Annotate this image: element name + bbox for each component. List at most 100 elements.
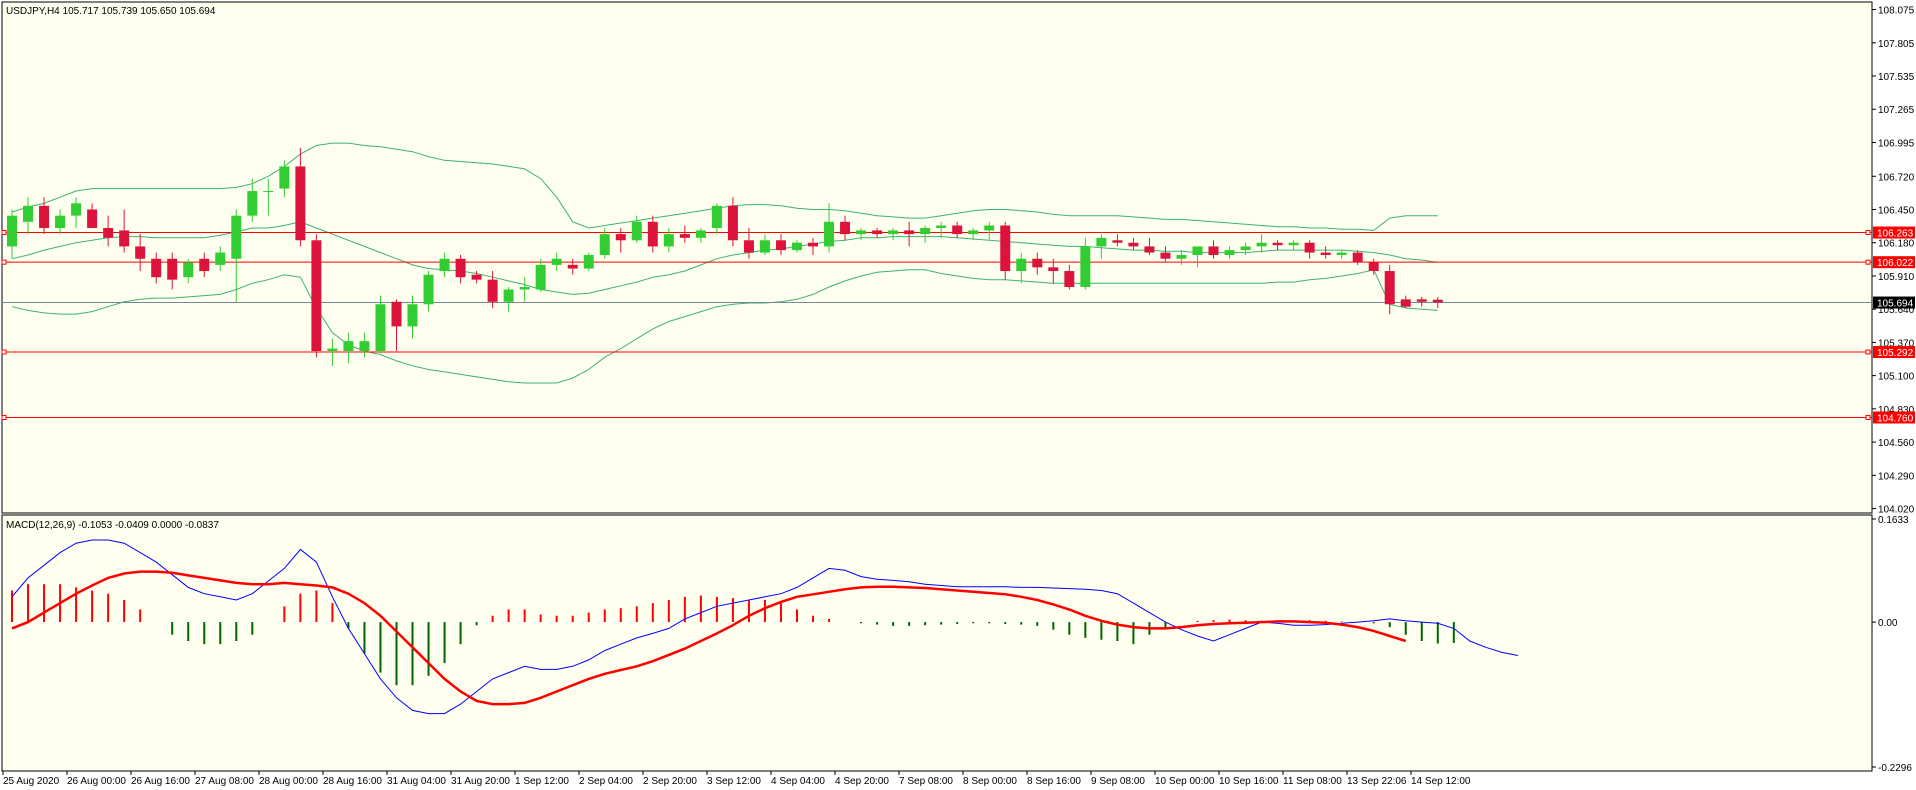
- bollinger-lower: [11, 269, 1438, 384]
- candle-bear: [1000, 225, 1011, 272]
- candle-bear: [952, 225, 963, 235]
- candle-bear: [679, 234, 690, 238]
- macd-axis-ticks: 0.1633 0.00 -0.2296: [1872, 515, 1912, 774]
- candle-bull: [583, 255, 594, 269]
- level-price-label-bg: [1873, 256, 1915, 269]
- candle-bull: [247, 191, 258, 216]
- candle-bull: [55, 215, 66, 228]
- price-tick-label: 104.560: [1878, 438, 1915, 449]
- candle-bull: [631, 221, 642, 241]
- candle-bull: [711, 205, 722, 228]
- candle-bear: [103, 227, 114, 238]
- candle-bear: [904, 230, 915, 235]
- candle-bear: [1352, 252, 1363, 263]
- time-label: 11 Sep 08:00: [1283, 776, 1342, 787]
- candle-bull: [343, 341, 354, 352]
- candle-bear: [39, 205, 50, 228]
- price-tick-label: 104.020: [1878, 505, 1915, 516]
- price-pane[interactable]: [1, 1, 1873, 514]
- bid-price-label: 105.694: [1877, 299, 1914, 310]
- candle-bull: [888, 230, 899, 235]
- candle-bull: [1288, 242, 1299, 246]
- time-label: 7 Sep 08:00: [899, 776, 953, 787]
- candle-bear: [1128, 242, 1139, 247]
- level-anchor-left: [1, 414, 7, 420]
- level-anchor-left: [1, 349, 7, 355]
- candle-bull: [71, 203, 82, 216]
- candle-bear: [1304, 242, 1315, 253]
- candle-bull: [856, 230, 867, 235]
- candle-bull: [759, 240, 770, 253]
- time-label: 3 Sep 12:00: [707, 776, 761, 787]
- time-label: 10 Sep 16:00: [1219, 776, 1279, 787]
- time-label: 9 Sep 08:00: [1091, 776, 1145, 787]
- candle-bear: [1272, 242, 1283, 246]
- candle-bull: [7, 215, 18, 247]
- price-tick-label: 107.265: [1878, 105, 1915, 116]
- candle-bull: [968, 230, 979, 235]
- candle-bear: [647, 221, 658, 247]
- candle-bull: [1240, 246, 1251, 251]
- time-label: 25 Aug 2020: [3, 776, 60, 787]
- price-tick-label: 105.100: [1878, 372, 1915, 383]
- candle-bull: [1016, 258, 1027, 272]
- candle-bull: [263, 191, 274, 193]
- time-label: 2 Sep 20:00: [643, 776, 697, 787]
- macd-histogram: [11, 584, 1455, 686]
- time-label: 13 Sep 22:06: [1347, 776, 1407, 787]
- candle-bear: [167, 258, 178, 280]
- candle-bear: [840, 221, 851, 235]
- macd-tick-label: -0.2296: [1878, 763, 1912, 774]
- candle-bull: [936, 225, 947, 228]
- candle-bull: [984, 225, 995, 231]
- bollinger-upper: [11, 142, 1438, 231]
- macd-pane[interactable]: [1, 514, 1873, 772]
- candle-bull: [1080, 246, 1091, 288]
- candle-bear: [135, 246, 146, 259]
- candle-bear: [151, 258, 162, 278]
- macd-lines: [11, 539, 1518, 715]
- bid-price-label-bg: [1873, 296, 1915, 309]
- candle-bull: [439, 258, 450, 272]
- price-tick-label: 105.370: [1878, 338, 1915, 349]
- candle-bull: [824, 221, 835, 247]
- candle-bull: [375, 304, 386, 352]
- candle-bear: [295, 166, 306, 241]
- candle-bull: [920, 227, 931, 235]
- time-label: 26 Aug 00:00: [67, 776, 126, 787]
- level-price-label-bg: [1873, 226, 1915, 239]
- candle-bear: [391, 301, 402, 327]
- macd-tick-label: 0.00: [1878, 618, 1898, 629]
- level-price-label: 106.263: [1877, 229, 1914, 240]
- candle-bear: [615, 234, 626, 241]
- candle-bear: [1384, 271, 1395, 305]
- price-tick-label: 106.720: [1878, 172, 1915, 183]
- candle-bull: [327, 348, 338, 352]
- candle-bear: [1432, 299, 1443, 303]
- time-label: 26 Aug 16:00: [131, 776, 190, 787]
- candle-bear: [487, 279, 498, 302]
- time-axis-labels: 25 Aug 2020 26 Aug 00:00 26 Aug 16:00 27 Au…: [2, 771, 1471, 787]
- candle-bull: [1224, 250, 1235, 256]
- candle-bull: [183, 262, 194, 278]
- candle-bear: [567, 264, 578, 269]
- candle-bull: [791, 242, 802, 251]
- time-axis: [0, 772, 1916, 790]
- time-label: 4 Sep 04:00: [771, 776, 825, 787]
- price-tick-label: 106.180: [1878, 239, 1915, 250]
- candle-bear: [1416, 299, 1427, 302]
- candles: [7, 147, 1443, 366]
- candle-bear: [471, 274, 482, 280]
- candle-bull: [551, 258, 562, 265]
- candle-bear: [1112, 240, 1123, 243]
- candle-bull: [519, 287, 530, 290]
- price-axis-labels: 106.263 106.022 105.694 105.292 104.760: [1873, 226, 1915, 424]
- time-label: 14 Sep 12:00: [1411, 776, 1471, 787]
- macd-info: MACD(12,26,9) -0.1053 -0.0409 0.0000 -0.…: [6, 520, 219, 531]
- candle-bear: [455, 258, 466, 278]
- candle-bull: [215, 252, 226, 265]
- candle-bull: [599, 234, 610, 256]
- candle-bull: [423, 274, 434, 305]
